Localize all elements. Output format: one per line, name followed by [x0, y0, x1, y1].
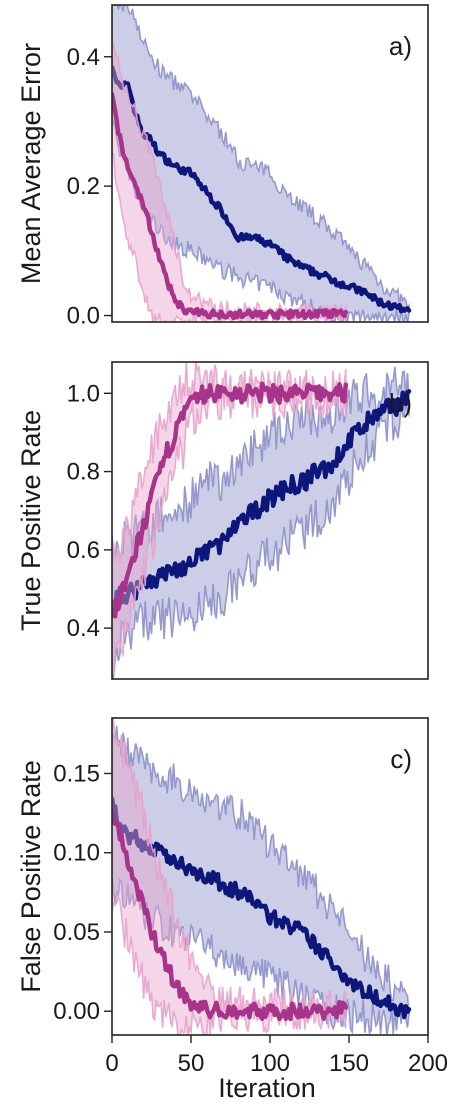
series-line-magenta — [112, 381, 349, 619]
y-tick-label: 0.0 — [67, 303, 100, 330]
y-tick-label: 0.05 — [53, 919, 100, 946]
panel-label: b) — [389, 388, 412, 418]
series-line-magenta — [112, 91, 349, 321]
y-tick-label: 0.10 — [53, 840, 100, 867]
series-band-magenta — [112, 362, 347, 675]
y-axis-label: False Positive Rate — [16, 760, 46, 993]
plot-frame — [111, 361, 429, 680]
y-tick-label: 0.4 — [67, 615, 100, 642]
series-band-blue — [112, 5, 410, 322]
y-tick-label: 0.15 — [53, 760, 100, 787]
x-tick-label: 0 — [105, 1050, 118, 1077]
x-tick-label: 100 — [250, 1050, 290, 1077]
panel-b: 0.4 0.6 0.8 1.0 True Positive Rate b) — [16, 361, 429, 680]
x-tick-label: 150 — [329, 1050, 369, 1077]
y-tick-label: 0.4 — [67, 44, 100, 71]
series-line-magenta — [112, 807, 349, 1022]
y-axis-label: True Positive Rate — [16, 410, 46, 631]
y-tick-label: 0.2 — [67, 173, 100, 200]
plot-area — [112, 718, 412, 1035]
y-axis-label: Mean Average Error — [16, 43, 46, 284]
plot-area — [112, 5, 412, 322]
plot-frame — [111, 4, 429, 323]
series-band-magenta — [112, 718, 347, 1035]
y-tick-label: 1.0 — [67, 380, 100, 407]
panel-c: 0.00 0.05 0.10 0.15 0 50 100 150 200 False Positi… — [16, 717, 448, 1077]
panel-label: a) — [389, 31, 412, 61]
series-line-blue — [112, 64, 412, 314]
x-axis-label: Iteration — [218, 1073, 316, 1103]
series-band-blue — [112, 366, 410, 679]
series-line-blue — [112, 389, 412, 616]
series-band-blue — [112, 726, 410, 1035]
panel-a: 0.0 0.2 0.4 Mean Average Error a) — [16, 4, 429, 330]
series-line-blue — [112, 796, 412, 1020]
panel-label: c) — [390, 744, 412, 774]
y-tick-label: 0.00 — [53, 998, 100, 1025]
x-tick-label: 50 — [178, 1050, 205, 1077]
y-tick-label: 0.6 — [67, 537, 100, 564]
x-tick-label: 200 — [408, 1050, 448, 1077]
y-tick-label: 0.8 — [67, 459, 100, 486]
plot-area — [112, 362, 412, 679]
